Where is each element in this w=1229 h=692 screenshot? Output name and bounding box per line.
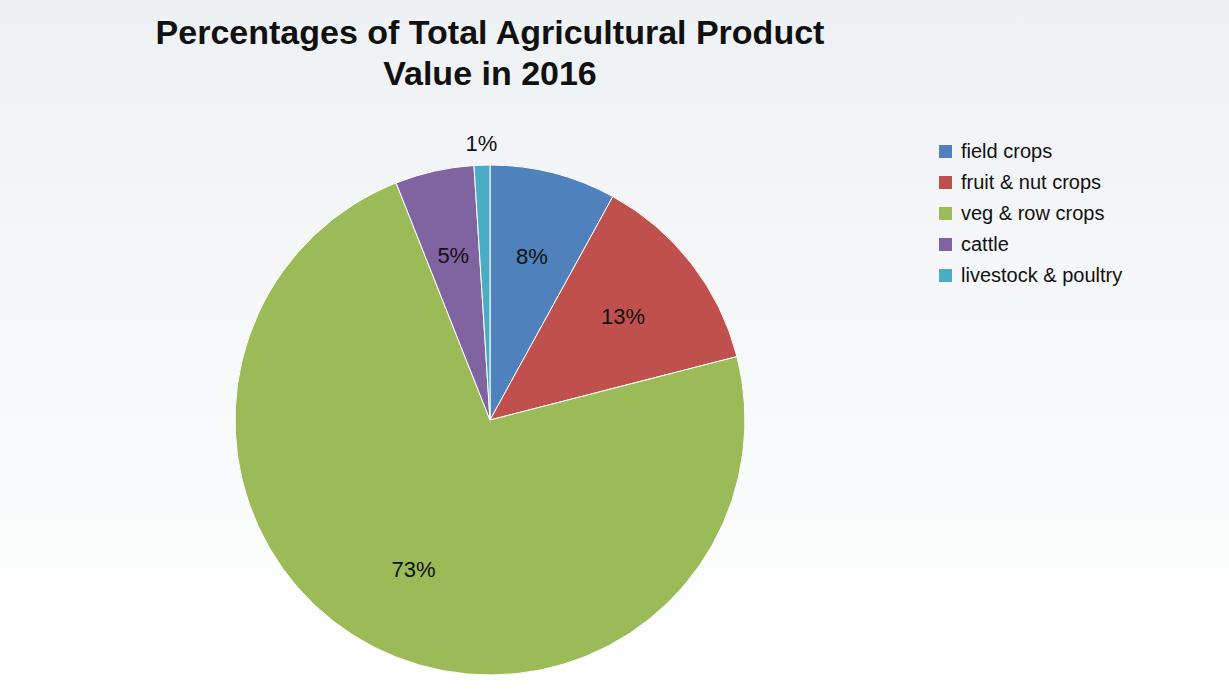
html-text:veg & row crops: veg & row crops — [961, 202, 1105, 224]
html-text:livestock & poultry: livestock & poultry — [961, 264, 1123, 286]
svg-text:13%: 13% — [601, 304, 645, 329]
html-text:Percentages of Total Agricultu: Percentages of Total Agricultural Produc… — [155, 13, 825, 92]
svg-text:8%: 8% — [516, 244, 548, 269]
svg-text:73%: 73% — [392, 557, 436, 582]
html-text:fruit & nut crops: fruit & nut crops — [961, 171, 1102, 193]
html-text:field crops: field crops — [961, 140, 1053, 162]
svg-text:5%: 5% — [437, 243, 469, 268]
html-text:cattle: cattle — [961, 233, 1009, 255]
svg-text:1%: 1% — [465, 131, 497, 156]
